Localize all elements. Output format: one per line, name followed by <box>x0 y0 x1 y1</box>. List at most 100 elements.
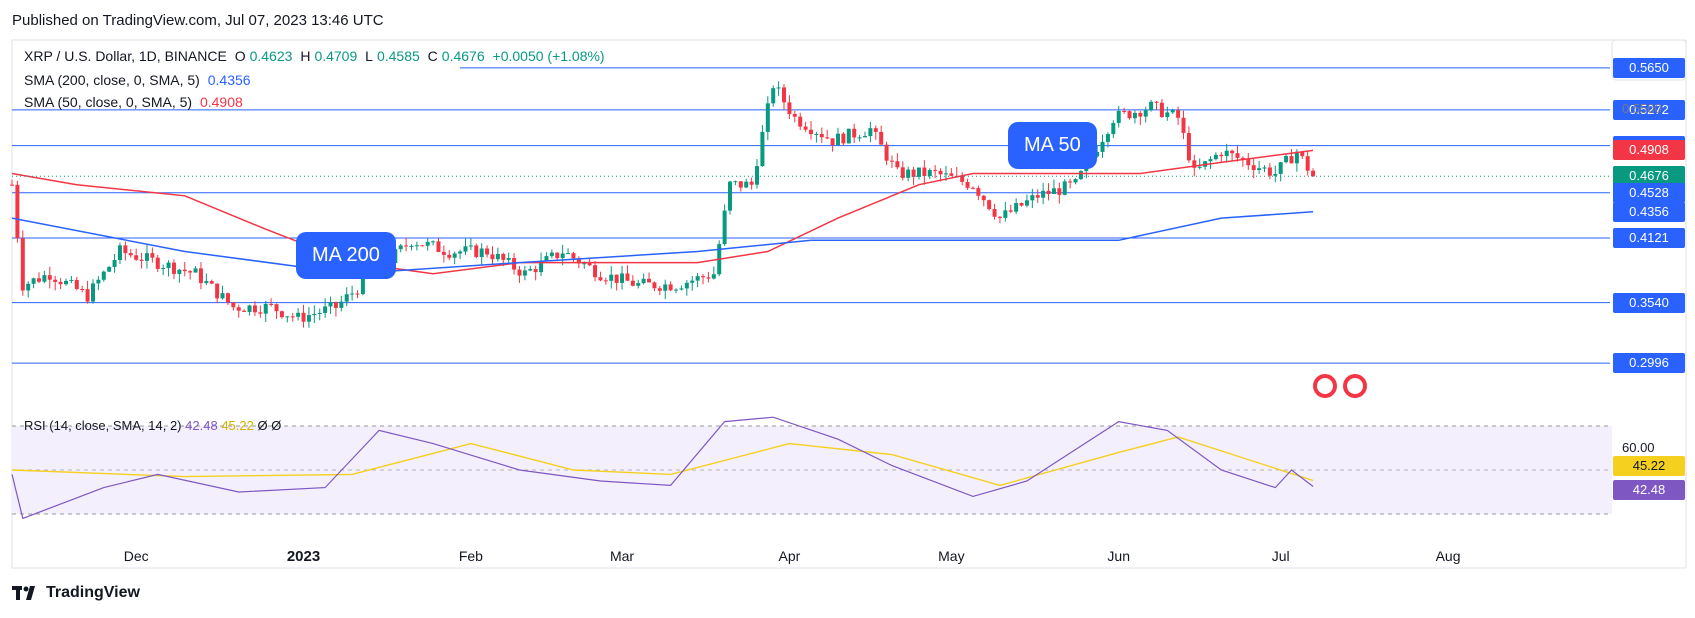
candle-body <box>441 251 446 255</box>
candle-body <box>252 305 257 313</box>
candle-body <box>1035 195 1040 198</box>
candle-body <box>1116 110 1121 123</box>
candle-body <box>90 283 95 302</box>
candle-body <box>560 253 565 259</box>
candle-body <box>916 167 921 177</box>
candle-body <box>231 302 236 308</box>
sma200-label: SMA (200, close, 0, SMA, 5) <box>24 72 200 88</box>
candle-body <box>36 278 41 282</box>
candle-body <box>301 312 306 322</box>
change-value: +0.0050 (+1.08%) <box>492 48 605 64</box>
candle-body <box>1224 150 1229 157</box>
candle-body <box>587 263 592 266</box>
candle-body <box>576 258 581 264</box>
candle-body <box>997 216 1002 218</box>
candle-body <box>474 245 479 257</box>
candle-body <box>458 251 463 254</box>
candle-body <box>960 176 965 182</box>
candle-body <box>479 248 484 257</box>
candle-body <box>1003 210 1008 218</box>
candle-body <box>728 181 733 211</box>
candle-body <box>344 294 349 302</box>
candle-body <box>225 293 230 303</box>
time-axis-label: Apr <box>779 548 801 564</box>
candle-body <box>242 310 247 312</box>
price-tick-0-55: 0.5500 <box>1622 101 1662 116</box>
candle-body <box>296 312 301 317</box>
candle-body <box>1230 150 1235 154</box>
candle-body <box>182 269 187 272</box>
candle-body <box>895 161 900 168</box>
candle-body <box>1149 101 1154 111</box>
candle-body <box>873 128 878 132</box>
candle-body <box>1246 159 1251 166</box>
candle-body <box>711 274 716 279</box>
candle-body <box>776 87 781 89</box>
candle-body <box>26 283 31 291</box>
candle-body <box>906 169 911 178</box>
candle-body <box>787 102 792 114</box>
tradingview-logo[interactable]: TradingView <box>12 584 140 602</box>
candle-body <box>933 170 938 172</box>
candle-body <box>58 281 63 285</box>
candle-body <box>171 262 176 274</box>
candle-body <box>1192 160 1197 168</box>
candle-body <box>798 116 803 127</box>
time-axis-label: Jun <box>1107 548 1130 564</box>
candle-body <box>328 302 333 307</box>
candle-body <box>679 288 684 290</box>
candle-body <box>42 275 47 282</box>
candle-body <box>274 304 279 312</box>
candle-body <box>258 312 263 314</box>
candle-body <box>47 275 52 280</box>
candle-body <box>911 169 916 177</box>
price-tag: 0.4121 <box>1613 227 1685 248</box>
sma50-label: SMA (50, close, 0, SMA, 5) <box>24 94 193 110</box>
candle-body <box>706 277 711 279</box>
candle-body <box>193 268 198 273</box>
candle-body <box>1078 171 1083 180</box>
candle-body <box>155 257 160 269</box>
candle-body <box>220 293 225 299</box>
candle-body <box>452 253 457 258</box>
time-axis-label: Dec <box>124 548 149 564</box>
candle-body <box>204 281 209 284</box>
candle-body <box>965 181 970 188</box>
candle-body <box>852 128 857 138</box>
candle-body <box>738 181 743 188</box>
candle-body <box>1041 190 1046 198</box>
candle-body <box>771 88 776 104</box>
candle-body <box>236 307 241 311</box>
price-tag: 0.5650 <box>1613 57 1685 78</box>
candle-body <box>765 103 770 132</box>
candle-body <box>1008 210 1013 212</box>
candle-body <box>123 245 128 254</box>
candle-body <box>571 253 576 259</box>
candle-body <box>107 266 112 272</box>
close-label: C <box>427 48 438 64</box>
candle-body <box>830 138 835 146</box>
price-tag: 0.5272 <box>1613 99 1685 120</box>
symbol-name: XRP / U.S. Dollar, 1D, BINANCE <box>24 48 227 64</box>
candle-body <box>1154 101 1159 103</box>
candle-body <box>1127 111 1132 119</box>
price-tag: 0.2996 <box>1613 353 1685 374</box>
candle-body <box>614 274 619 283</box>
candle-body <box>722 210 727 245</box>
rsi-label: RSI (14, close, SMA, 14, 2) <box>24 418 182 433</box>
candle-body <box>1132 112 1137 119</box>
candle-body <box>333 302 338 308</box>
candle-body <box>695 276 700 281</box>
candle-body <box>360 276 365 295</box>
candle-body <box>636 283 641 286</box>
candle-body <box>943 173 948 175</box>
rsi-sma-value: 45.22 <box>221 418 254 433</box>
candle-body <box>690 280 695 283</box>
rsi-legend: RSI (14, close, SMA, 14, 2) 42.48 45.22 … <box>24 418 281 433</box>
candle-body <box>879 131 884 145</box>
candle-body <box>1111 122 1116 135</box>
candle-body <box>976 188 981 196</box>
candle-body <box>1019 203 1024 206</box>
candle-body <box>134 255 139 260</box>
